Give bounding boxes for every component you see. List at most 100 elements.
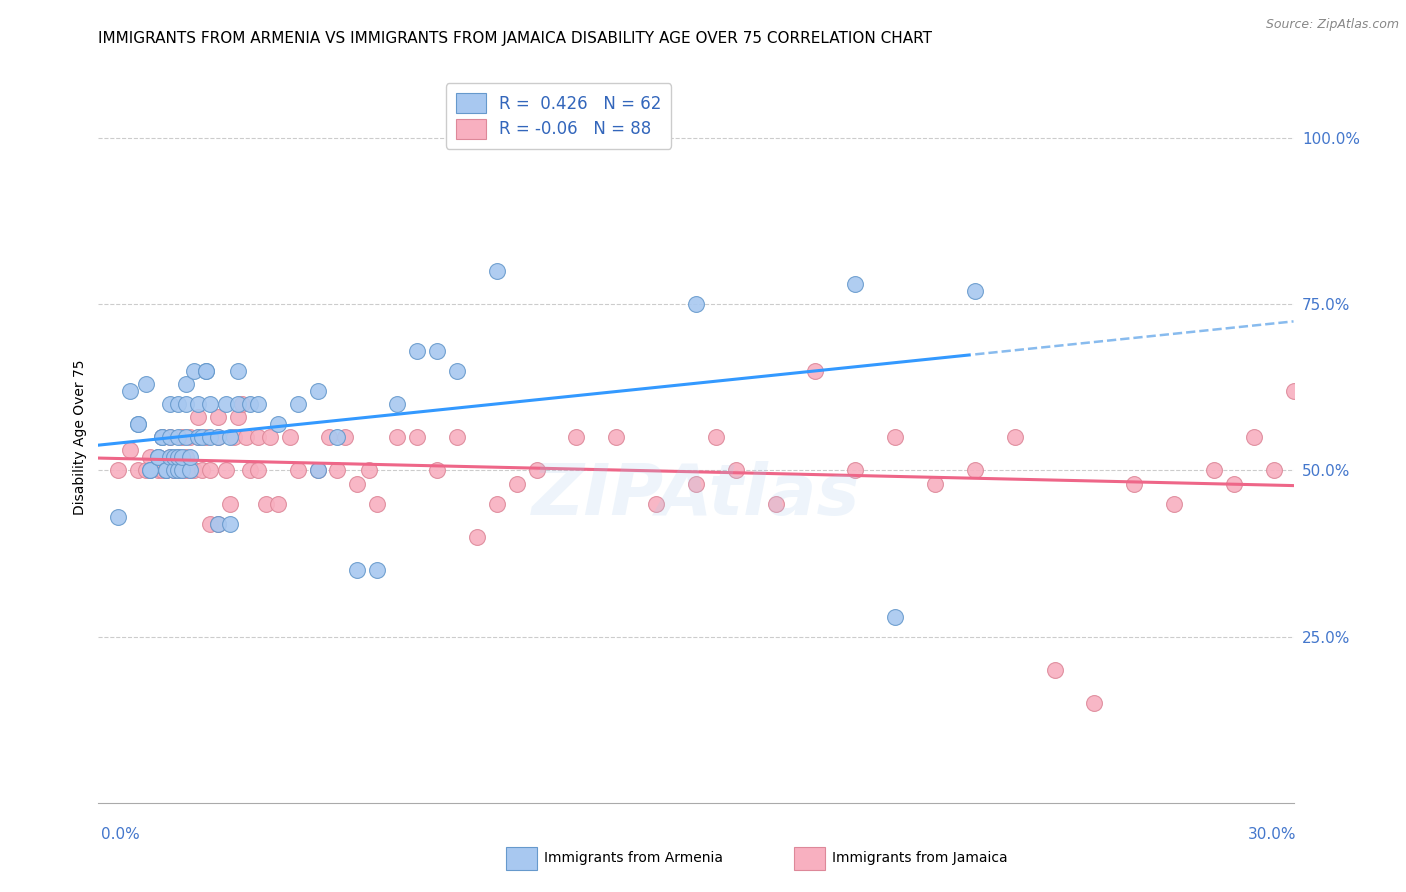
Point bbox=[167, 450, 190, 464]
Point bbox=[198, 397, 221, 411]
Point bbox=[565, 430, 588, 444]
Point bbox=[318, 430, 340, 444]
Point bbox=[605, 430, 627, 444]
Point bbox=[219, 430, 242, 444]
Point bbox=[207, 430, 229, 444]
Point bbox=[135, 463, 157, 477]
Point bbox=[167, 397, 190, 411]
Point bbox=[1343, 476, 1365, 491]
Point bbox=[215, 463, 238, 477]
Point bbox=[127, 417, 149, 431]
Point bbox=[307, 463, 329, 477]
Point bbox=[163, 463, 186, 477]
Legend: R =  0.426   N = 62, R = -0.06   N = 88: R = 0.426 N = 62, R = -0.06 N = 88 bbox=[446, 83, 672, 148]
Text: IMMIGRANTS FROM ARMENIA VS IMMIGRANTS FROM JAMAICA DISABILITY AGE OVER 75 CORREL: IMMIGRANTS FROM ARMENIA VS IMMIGRANTS FR… bbox=[98, 31, 932, 46]
Point bbox=[148, 450, 170, 464]
Point bbox=[246, 430, 269, 444]
Point bbox=[359, 463, 381, 477]
Point bbox=[1322, 463, 1344, 477]
Point bbox=[506, 476, 529, 491]
Point bbox=[326, 430, 349, 444]
Point bbox=[187, 397, 209, 411]
Point bbox=[385, 397, 409, 411]
Point bbox=[179, 463, 201, 477]
Point bbox=[884, 430, 907, 444]
Point bbox=[207, 410, 229, 425]
Point bbox=[267, 497, 290, 511]
Point bbox=[1163, 497, 1185, 511]
Point bbox=[155, 463, 177, 477]
Point bbox=[246, 397, 269, 411]
Point bbox=[183, 463, 205, 477]
Point bbox=[172, 450, 194, 464]
Point bbox=[366, 497, 388, 511]
Point bbox=[194, 430, 218, 444]
Point bbox=[226, 363, 249, 377]
Point bbox=[172, 463, 194, 477]
Point bbox=[426, 463, 449, 477]
Point bbox=[1302, 476, 1324, 491]
Point bbox=[150, 430, 173, 444]
Point bbox=[222, 430, 245, 444]
Point bbox=[267, 417, 290, 431]
Point bbox=[179, 430, 201, 444]
Point bbox=[1004, 430, 1026, 444]
Point bbox=[215, 397, 238, 411]
Point bbox=[191, 463, 214, 477]
Point bbox=[187, 410, 209, 425]
Point bbox=[704, 430, 727, 444]
Point bbox=[194, 363, 218, 377]
Point bbox=[385, 430, 409, 444]
Point bbox=[844, 463, 866, 477]
Point bbox=[226, 410, 249, 425]
Point bbox=[163, 450, 186, 464]
Point bbox=[406, 430, 429, 444]
Text: 0.0%: 0.0% bbox=[101, 827, 141, 841]
Point bbox=[155, 463, 177, 477]
Text: 30.0%: 30.0% bbox=[1249, 827, 1296, 841]
Point bbox=[139, 463, 162, 477]
Point bbox=[172, 430, 194, 444]
Point bbox=[366, 563, 388, 577]
Point bbox=[167, 450, 190, 464]
Point bbox=[172, 463, 194, 477]
Point bbox=[150, 463, 173, 477]
Point bbox=[346, 563, 368, 577]
Point bbox=[259, 430, 281, 444]
Point bbox=[174, 450, 197, 464]
Point bbox=[307, 463, 329, 477]
Point bbox=[187, 430, 209, 444]
Point bbox=[148, 450, 170, 464]
Point bbox=[120, 443, 142, 458]
Point bbox=[963, 284, 986, 298]
Point bbox=[406, 343, 429, 358]
Text: Immigrants from Armenia: Immigrants from Armenia bbox=[544, 851, 723, 865]
Point bbox=[194, 363, 218, 377]
Point bbox=[191, 430, 214, 444]
Point bbox=[207, 516, 229, 531]
Point bbox=[307, 384, 329, 398]
Point bbox=[207, 516, 229, 531]
Text: ZIPAtlas: ZIPAtlas bbox=[531, 461, 860, 530]
Point bbox=[1043, 663, 1066, 677]
Point bbox=[446, 363, 468, 377]
Point bbox=[198, 516, 221, 531]
Text: Immigrants from Jamaica: Immigrants from Jamaica bbox=[832, 851, 1008, 865]
Point bbox=[187, 430, 209, 444]
Point bbox=[148, 463, 170, 477]
Text: Source: ZipAtlas.com: Source: ZipAtlas.com bbox=[1265, 18, 1399, 31]
Point bbox=[924, 476, 946, 491]
Point bbox=[1123, 476, 1146, 491]
Point bbox=[724, 463, 747, 477]
Point bbox=[120, 384, 142, 398]
Point bbox=[167, 430, 190, 444]
Point bbox=[326, 463, 349, 477]
Point bbox=[150, 430, 173, 444]
Point bbox=[426, 343, 449, 358]
Point bbox=[207, 430, 229, 444]
Point bbox=[685, 297, 707, 311]
Point bbox=[163, 463, 186, 477]
Point bbox=[167, 463, 190, 477]
Point bbox=[174, 397, 197, 411]
Point bbox=[1083, 696, 1105, 710]
